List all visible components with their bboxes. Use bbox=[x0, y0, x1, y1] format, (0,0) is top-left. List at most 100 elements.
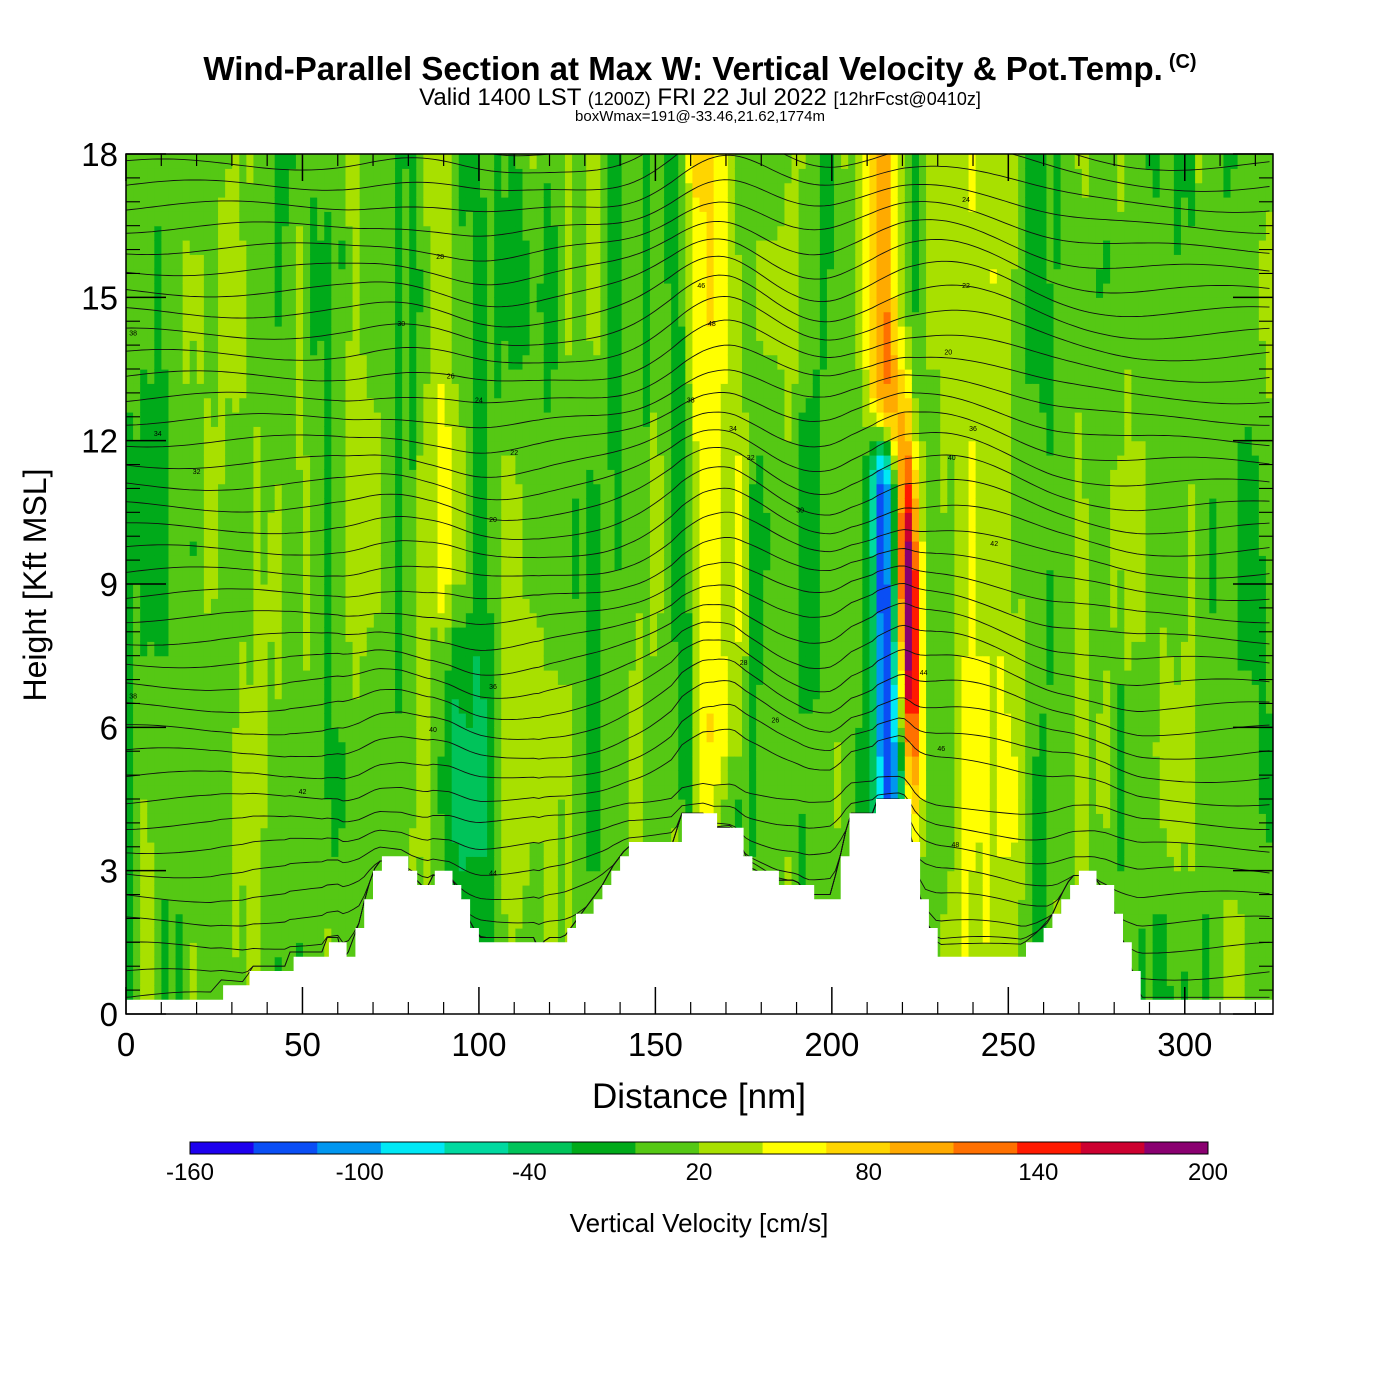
field-cell bbox=[614, 469, 623, 485]
field-cell bbox=[324, 928, 332, 943]
field-cell bbox=[409, 741, 417, 757]
field-cell bbox=[494, 297, 502, 313]
field-cell bbox=[472, 727, 481, 743]
field-cell bbox=[472, 756, 481, 771]
field-cell bbox=[423, 268, 432, 284]
field-cell bbox=[444, 627, 453, 642]
field-cell bbox=[543, 469, 552, 485]
subtitle-date: FRI 22 Jul 2022 bbox=[657, 84, 827, 111]
field-cell bbox=[310, 727, 318, 743]
field-cell bbox=[657, 440, 665, 456]
field-cell bbox=[487, 899, 495, 915]
field-cell bbox=[508, 268, 517, 284]
field-column bbox=[246, 154, 255, 1014]
field-cell bbox=[154, 369, 162, 384]
field-cell bbox=[586, 627, 594, 642]
field-cell bbox=[253, 856, 262, 872]
field-cell bbox=[501, 512, 509, 528]
field-cell bbox=[225, 541, 233, 556]
field-cell bbox=[564, 770, 573, 786]
field-cell bbox=[685, 526, 694, 542]
field-cell bbox=[380, 684, 389, 700]
field-cell bbox=[522, 283, 531, 298]
field-cell bbox=[621, 569, 630, 585]
field-cell bbox=[472, 397, 481, 413]
field-cell bbox=[253, 483, 262, 499]
field-cell bbox=[536, 154, 545, 169]
field-cell bbox=[288, 225, 297, 241]
field-cell bbox=[699, 412, 708, 427]
field-cell bbox=[480, 526, 488, 542]
field-cell bbox=[671, 584, 679, 599]
field-cell bbox=[692, 311, 701, 327]
field-cell bbox=[423, 426, 432, 442]
field-cell bbox=[338, 899, 347, 915]
field-cell bbox=[380, 440, 389, 456]
field-cell bbox=[487, 526, 495, 542]
field-cell bbox=[260, 455, 269, 470]
field-cell bbox=[196, 813, 205, 829]
field-cell bbox=[267, 756, 276, 771]
field-cell bbox=[649, 283, 658, 298]
field-cell bbox=[126, 211, 134, 227]
field-cell bbox=[423, 598, 432, 614]
field-cell bbox=[579, 598, 587, 614]
field-cell bbox=[550, 885, 559, 900]
field-cell bbox=[402, 627, 410, 642]
field-cell bbox=[189, 326, 198, 341]
field-cell bbox=[295, 383, 304, 399]
field-cell bbox=[409, 827, 417, 843]
field-cell bbox=[465, 426, 474, 442]
field-cell bbox=[331, 784, 340, 800]
field-cell bbox=[218, 240, 226, 255]
field-cell bbox=[522, 311, 531, 327]
field-cell bbox=[175, 440, 184, 456]
field-cell bbox=[395, 297, 403, 313]
field-cell bbox=[480, 512, 488, 528]
field-cell bbox=[387, 827, 396, 843]
field-cell bbox=[239, 268, 247, 284]
field-cell bbox=[218, 254, 226, 270]
field-cell bbox=[529, 412, 538, 427]
field-cell bbox=[210, 383, 219, 399]
field-cell bbox=[543, 311, 552, 327]
field-cell bbox=[352, 326, 361, 341]
field-cell bbox=[175, 670, 184, 685]
field-cell bbox=[536, 842, 545, 857]
field-cell bbox=[572, 713, 580, 728]
field-cell bbox=[175, 655, 184, 671]
field-cell bbox=[288, 598, 297, 614]
field-cell bbox=[550, 455, 559, 470]
field-cell bbox=[126, 641, 134, 657]
field-cell bbox=[196, 641, 205, 657]
field-cell bbox=[586, 584, 594, 599]
field-cell bbox=[133, 211, 141, 227]
field-cell bbox=[416, 541, 424, 556]
field-cell bbox=[310, 283, 318, 298]
field-cell bbox=[508, 713, 517, 728]
field-cell bbox=[253, 641, 262, 657]
field-cell bbox=[671, 154, 679, 169]
field-cell bbox=[140, 813, 148, 829]
field-cell bbox=[416, 799, 424, 814]
field-cell bbox=[437, 555, 446, 571]
field-cell bbox=[614, 555, 623, 571]
field-cell bbox=[628, 727, 637, 743]
field-cell bbox=[175, 584, 184, 599]
field-cell bbox=[423, 698, 432, 714]
field-cell bbox=[628, 698, 637, 714]
field-cell bbox=[536, 254, 545, 270]
field-cell bbox=[501, 856, 509, 872]
field-cell bbox=[274, 268, 283, 284]
field-cell bbox=[649, 655, 658, 671]
field-cell bbox=[147, 727, 155, 743]
field-cell bbox=[402, 211, 410, 227]
field-cell bbox=[310, 612, 318, 628]
field-cell bbox=[352, 541, 361, 556]
field-cell bbox=[274, 713, 283, 728]
field-cell bbox=[218, 311, 226, 327]
field-cell bbox=[543, 512, 552, 528]
field-cell bbox=[649, 612, 658, 628]
field-cell bbox=[494, 684, 502, 700]
field-cell bbox=[387, 512, 396, 528]
